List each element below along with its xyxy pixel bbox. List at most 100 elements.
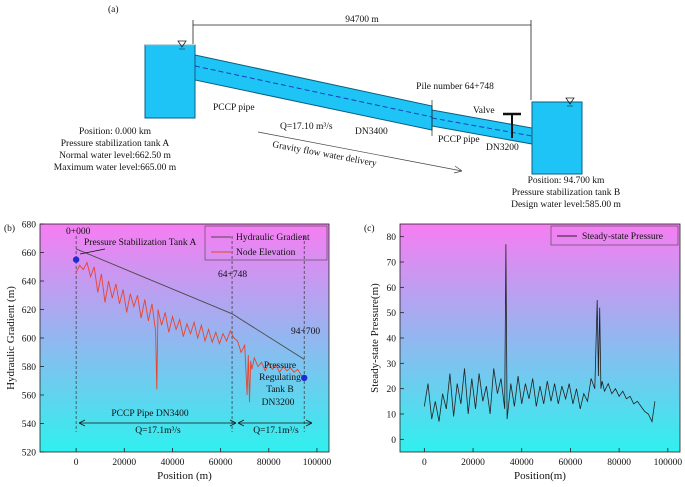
tank-b-info-1: Pressure stabilization tank B <box>512 188 620 198</box>
panel-b: (b) 520 540 560 580 600 620 640 660 680 0 20000 400… <box>4 221 331 483</box>
annot-tank-b-1: Regulating <box>259 373 301 383</box>
pipe1-label: PCCP pipe <box>213 103 255 113</box>
b-legend-box <box>204 225 328 261</box>
c-xtick-label: 100000 <box>654 458 683 468</box>
c-xtick-label: 40000 <box>510 458 534 468</box>
annot-q2: Q=17.1m³/s <box>253 426 299 436</box>
c-ytick-label: 10 <box>387 411 397 421</box>
pipe1-centerline <box>194 65 433 118</box>
c-xtick-label: 60000 <box>559 458 583 468</box>
c-xtick-label: 80000 <box>607 458 631 468</box>
panel-c-label: (c) <box>364 223 375 234</box>
b-ytick-label: 680 <box>22 221 37 231</box>
c-ytick-label: 0 <box>391 436 396 446</box>
valve-label: Valve <box>473 106 495 116</box>
annot-tank-a-arrow <box>79 248 106 255</box>
c-ytick-label: 60 <box>387 284 397 294</box>
annot-start-pile: 0+000 <box>66 227 91 237</box>
pipe-dn3400 <box>194 54 433 131</box>
b-ytick-label: 540 <box>22 420 37 430</box>
c-legend-label: Steady-state Pressure <box>582 232 663 242</box>
c-ytick-label: 40 <box>387 335 397 345</box>
annot-mid-pile: 64+748 <box>218 270 247 280</box>
annot-end-pile: 94+700 <box>291 327 320 337</box>
b-xaxis-title: Position (m) <box>157 470 212 482</box>
panel-b-axes: 520 540 560 580 600 620 640 660 680 0 20000 40000 60… <box>5 221 331 483</box>
tank-a-info-0: Position: 0.000 km <box>79 127 152 137</box>
flow-label: Q=17.10 m³/s <box>280 122 333 132</box>
b-ytick-label: 620 <box>22 306 37 316</box>
annot-dn3200: DN3200 <box>262 398 295 408</box>
panel-c-axes: 0 10 20 30 40 50 60 70 80 0 20000 40000 60000 80000 10… <box>369 233 682 482</box>
b-xtick-label: 40000 <box>161 458 185 468</box>
c-ytick-label: 70 <box>387 259 397 269</box>
tank-a-info-3: Maximum water level:665.00 m <box>54 163 177 173</box>
gravity-arrow-line <box>257 131 463 172</box>
tank-b-water-level-icon <box>565 97 575 105</box>
b-legend-label-node: Node Elevation <box>236 248 296 258</box>
series-steady-state-pressure <box>423 244 656 423</box>
c-xtick-label: 20000 <box>461 458 485 468</box>
b-xtick-label: 60000 <box>209 458 233 468</box>
panel-b-annotations: 0+000 Pressure Stabilization Tank A 64+7… <box>66 227 320 436</box>
b-yaxis-title: Hydraulic Gradient (m) <box>5 286 17 390</box>
b-ytick-label: 600 <box>22 335 37 345</box>
pipe2-label: PCCP pipe <box>438 135 480 145</box>
dn3400-label: DN3400 <box>355 127 388 137</box>
panel-a: (a) 94700 m Pile number 64+748 Valve PCC… <box>54 4 622 210</box>
distance-label: 94700 m <box>345 15 379 25</box>
annot-tank-b-2: Tank B <box>266 385 294 395</box>
panel-a-label: (a) <box>108 4 119 15</box>
panel-c-legend: Steady-state Pressure <box>550 225 679 246</box>
pile-number-label: Pile number 64+748 <box>416 82 494 92</box>
panel-b-series <box>72 248 308 403</box>
tank-b-info-0: Position: 94.700 km <box>528 176 605 186</box>
b-xtick-label: 0 <box>74 458 79 468</box>
panel-c: (c) 0 10 20 30 40 50 60 70 80 0 20000 40000 60000 800… <box>364 223 682 482</box>
b-legend-label-hgl: Hydraulic Gradient <box>236 233 310 243</box>
gravity-label: Gravity flow water delivery <box>271 139 377 169</box>
panel-b-label: (b) <box>4 223 15 234</box>
annot-pccp-pipe: PCCP Pipe DN3400 <box>111 409 188 419</box>
tank-a <box>144 44 196 119</box>
panel-b-legend: Hydraulic Gradient Node Elevation <box>204 225 328 261</box>
panel-b-plot-area <box>40 224 329 452</box>
dn3200-label: DN3200 <box>486 143 519 153</box>
c-xtick-label: 0 <box>422 458 427 468</box>
tank-a-info-2: Normal water level:662.50 m <box>59 151 171 161</box>
b-ytick-label: 640 <box>22 278 37 288</box>
tank-a-water-level-icon <box>177 40 187 48</box>
b-xtick-label: 80000 <box>257 458 281 468</box>
tank-b <box>531 101 583 175</box>
b-xtick-label: 100000 <box>303 458 332 468</box>
annot-tank-b-0: Pressure <box>264 361 296 371</box>
c-legend-box <box>550 225 679 246</box>
panel-c-plot-area <box>400 224 680 452</box>
b-marker-start <box>72 256 80 263</box>
annot-tank-a: Pressure Stabilization Tank A <box>84 238 196 248</box>
c-ytick-label: 50 <box>387 309 397 319</box>
pipe2-centerline <box>431 117 533 137</box>
b-ytick-label: 660 <box>22 249 37 259</box>
series-hydraulic-gradient <box>75 248 305 360</box>
c-ytick-label: 20 <box>387 385 397 395</box>
annot-dn3200-arrows-icon <box>237 419 313 427</box>
b-marker-end <box>300 374 308 382</box>
b-xtick-label: 20000 <box>112 458 136 468</box>
c-xaxis-title: Position(m) <box>514 470 566 482</box>
tank-b-info-2: Design water level:585.00 m <box>511 200 621 210</box>
c-yaxis-title: Steady-state Pressure(m) <box>369 283 381 393</box>
c-ytick-label: 30 <box>387 360 397 370</box>
b-ytick-label: 580 <box>22 363 37 373</box>
panel-c-series <box>423 244 656 423</box>
b-ytick-label: 560 <box>22 392 37 402</box>
annot-q1: Q=17.1m³/s <box>135 426 181 436</box>
series-node-elevation <box>75 261 305 403</box>
gravity-arrow-head-icon <box>453 165 463 174</box>
annot-dn3400-arrows-icon <box>78 419 237 427</box>
c-ytick-label: 80 <box>387 233 397 243</box>
b-ytick-label: 520 <box>22 449 37 459</box>
tank-a-info-1: Pressure stabilization tank A <box>61 139 170 149</box>
